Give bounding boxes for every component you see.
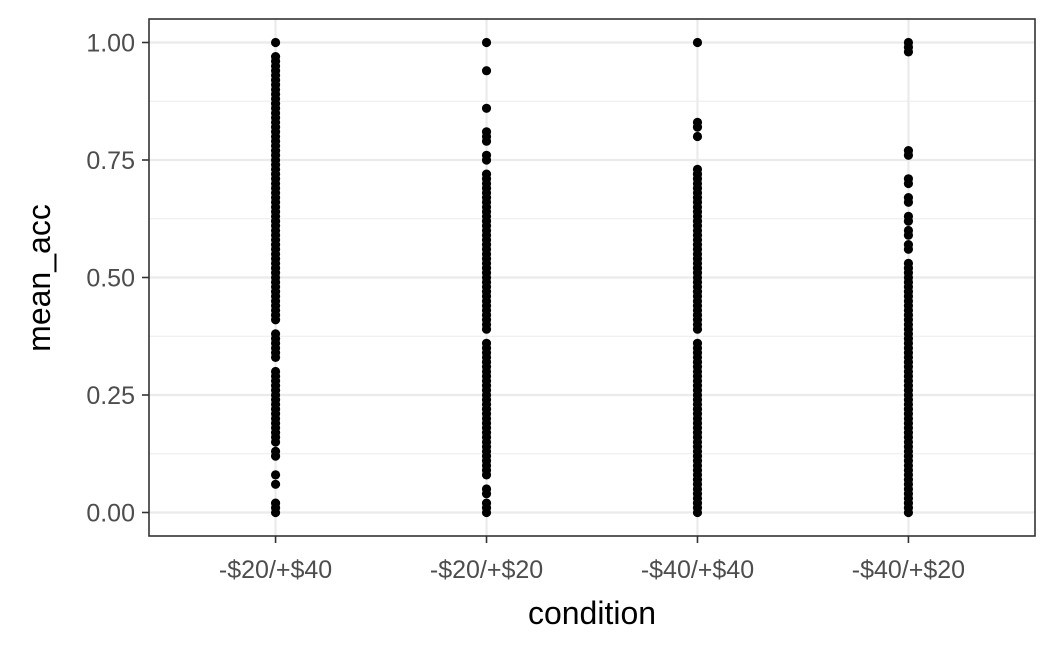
data-point <box>903 258 914 268</box>
y-tick-label: 0.00 <box>86 500 135 528</box>
data-point <box>692 131 703 142</box>
data-point <box>270 366 281 377</box>
data-point <box>692 338 703 348</box>
data-point <box>270 52 281 62</box>
data-points <box>270 37 914 518</box>
data-point <box>481 150 492 160</box>
data-point <box>270 446 281 456</box>
y-tick-label: 0.50 <box>86 265 135 293</box>
x-tick-label: -$40/+$20 <box>852 556 965 584</box>
data-point <box>903 225 914 236</box>
data-point <box>270 329 281 339</box>
data-point <box>692 37 703 48</box>
x-tick-label: -$40/+$40 <box>641 556 754 584</box>
data-point <box>481 37 492 48</box>
data-point <box>903 240 914 250</box>
x-axis-title: condition <box>528 595 656 631</box>
data-point <box>481 484 492 494</box>
data-point <box>481 127 492 137</box>
data-point <box>481 338 492 348</box>
y-tick-label: 1.00 <box>86 30 135 58</box>
y-axis-title: mean_acc <box>21 204 57 352</box>
y-axis: 0.00 0.25 0.50 0.75 1.00 <box>86 30 149 528</box>
data-point <box>692 164 703 174</box>
x-tick-label: -$20/+$40 <box>219 556 332 584</box>
data-point <box>270 470 281 480</box>
data-point <box>270 37 281 48</box>
x-axis: -$20/+$40 -$20/+$20 -$40/+$40 -$40/+$20 <box>219 536 965 584</box>
data-point <box>903 174 914 184</box>
data-point <box>270 498 281 508</box>
data-point <box>270 479 281 489</box>
data-point <box>481 498 492 508</box>
data-point <box>903 37 914 48</box>
data-point <box>903 211 914 221</box>
data-point <box>903 146 914 156</box>
data-point <box>481 66 492 76</box>
data-point <box>481 103 492 113</box>
y-tick-label: 0.25 <box>86 382 135 410</box>
data-point <box>903 193 914 203</box>
y-tick-label: 0.75 <box>86 147 135 175</box>
data-point <box>481 169 492 179</box>
minor-gridlines <box>149 100 1035 455</box>
x-tick-label: -$20/+$20 <box>430 556 543 584</box>
data-point <box>692 117 703 127</box>
